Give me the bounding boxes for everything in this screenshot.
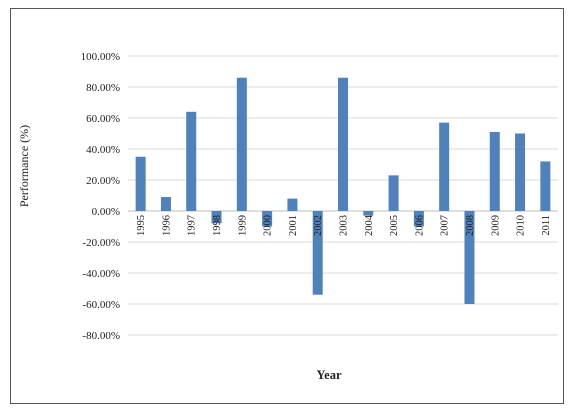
bar-2002 — [312, 211, 323, 295]
y-tick-label: 20.00% — [86, 175, 120, 187]
bar-2006 — [413, 211, 424, 227]
bar-1995 — [135, 156, 146, 211]
y-tick-label: -60.00% — [82, 299, 120, 311]
bar-2009 — [489, 131, 500, 211]
x-tick-label: 2010 — [516, 215, 527, 236]
x-tick-label: 2008 — [465, 215, 476, 236]
x-tick-labels: 1995 1996 1997 1998 1999 2000 2001 2002 2003 2004… — [136, 214, 552, 236]
x-tick-label: 1999 — [237, 215, 248, 236]
y-tick-label: 40.00% — [86, 144, 120, 156]
x-tick-label: 2009 — [490, 215, 501, 236]
x-tick-label: 2007 — [440, 215, 451, 236]
x-tick-label: 1996 — [161, 215, 172, 236]
y-tick-label: -20.00% — [82, 237, 120, 249]
bars — [135, 77, 551, 304]
y-tick-label: -80.00% — [82, 330, 120, 342]
bar-1998 — [211, 211, 222, 224]
x-axis-label: Year — [317, 368, 342, 382]
bar-2000 — [262, 211, 273, 227]
bar-2011 — [540, 161, 551, 211]
x-tick-label: 1995 — [136, 215, 147, 236]
bar-1997 — [186, 111, 197, 211]
y-tick-label: 80.00% — [86, 82, 120, 94]
bar-2010 — [515, 133, 526, 211]
bar-2004 — [363, 211, 374, 216]
bar-1996 — [160, 197, 171, 211]
x-tick-label: 2005 — [389, 215, 400, 236]
bar-2005 — [388, 175, 399, 211]
y-tick-labels: 100.00% 80.00% 60.00% 40.00% 20.00% 0.00% -20.… — [81, 51, 120, 342]
x-tick-label: 2004 — [364, 214, 375, 236]
y-tick-label: 60.00% — [86, 113, 120, 125]
y-tick-label: 100.00% — [81, 51, 120, 63]
gridlines — [128, 55, 558, 336]
x-tick-label: 1997 — [187, 215, 198, 236]
y-tick-label: -40.00% — [82, 268, 120, 280]
x-tick-label: 1998 — [212, 215, 223, 236]
x-tick-label: 2006 — [414, 215, 425, 236]
y-tick-label: 0.00% — [92, 206, 120, 218]
x-tick-label: 2000 — [263, 215, 274, 236]
x-tick-label: 2011 — [541, 215, 552, 236]
bar-1999 — [236, 77, 247, 211]
bar-2003 — [338, 77, 348, 211]
x-tick-label: 2001 — [288, 215, 299, 236]
bar-2001 — [287, 198, 298, 211]
x-tick-label: 2003 — [339, 215, 350, 236]
x-tick-label: 2002 — [313, 215, 324, 236]
bar-2007 — [439, 122, 450, 211]
y-axis-label: Performance (%) — [17, 125, 31, 207]
bar-2008 — [464, 211, 475, 304]
chart-frame — [10, 8, 564, 404]
